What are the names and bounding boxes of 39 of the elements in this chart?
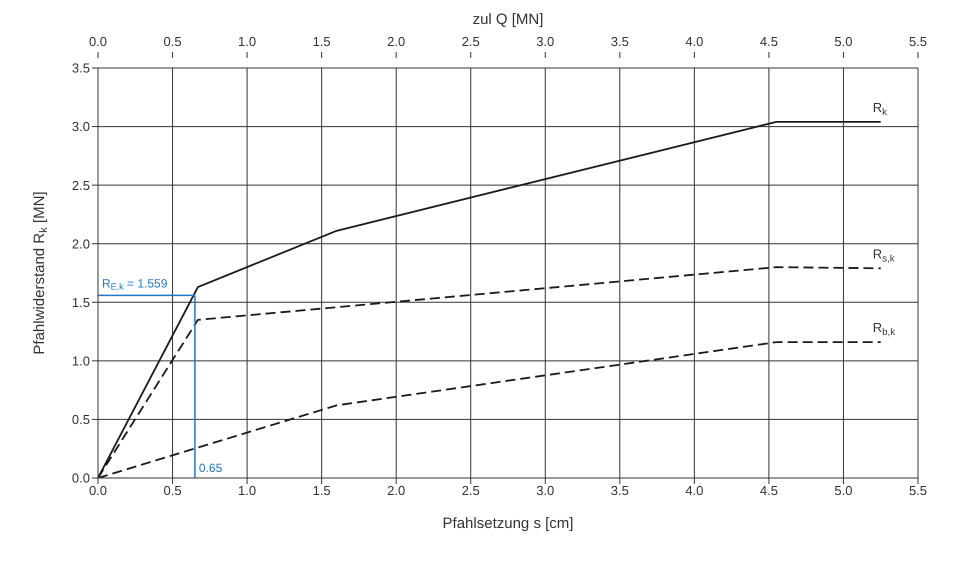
ref-line-label: R$_{E,k}$ = 1.559 (102, 276, 168, 292)
x2-tick-label: 2.0 (387, 34, 406, 49)
x-tick-label: 5.0 (834, 483, 852, 498)
x2-tick-label: 3.5 (610, 34, 629, 49)
series-label: R$_{k}$ (872, 100, 888, 118)
x2-tick-label: 2.5 (462, 34, 480, 49)
x-tick-label: 0.0 (88, 483, 108, 498)
x-tick-label: 0.5 (164, 483, 182, 498)
y-tick-label: 2.5 (72, 178, 90, 193)
x2-axis-title: zul Q [MN] (472, 11, 544, 28)
ref-line-label: 0.65 (198, 461, 223, 475)
x2-tick-label: 1.5 (312, 34, 331, 49)
x-tick-label: 2.5 (462, 483, 480, 498)
y-tick-label: 0.0 (72, 470, 90, 486)
x-tick-label: 1.5 (312, 483, 331, 498)
x-tick-label: 1.0 (238, 483, 256, 498)
y-tick-label: 1.5 (72, 294, 90, 310)
x2-tick-label: 3.0 (536, 34, 554, 49)
x2-tick-label: 0.0 (88, 34, 108, 49)
series-label: R$_{b,k}$ (872, 320, 896, 338)
y-tick-label: 2.0 (72, 236, 90, 252)
series-label: R$_{s,k}$ (872, 246, 895, 264)
y-tick-label: 3.0 (72, 119, 90, 134)
x2-tick-label: 4.5 (760, 34, 778, 49)
x2-tick-label: 5.0 (834, 34, 852, 49)
x-tick-label: 4.0 (685, 483, 704, 498)
y-tick-label: 1.0 (72, 353, 90, 368)
x-tick-label: 2.0 (387, 483, 406, 498)
y-tick-label: 3.5 (72, 60, 90, 76)
x-tick-label: 3.5 (610, 483, 629, 498)
x-axis-title: Pfahlsetzung s [cm] (442, 515, 574, 532)
x2-tick-label: 5.5 (908, 34, 928, 49)
x-tick-label: 5.5 (908, 483, 928, 498)
x2-tick-label: 0.5 (164, 34, 182, 49)
y-tick-label: 0.5 (72, 412, 90, 428)
x-tick-label: 4.5 (760, 483, 778, 498)
x2-tick-label: 4.0 (685, 34, 704, 49)
x-tick-label: 3.0 (536, 483, 554, 498)
x2-tick-label: 1.0 (238, 34, 256, 49)
